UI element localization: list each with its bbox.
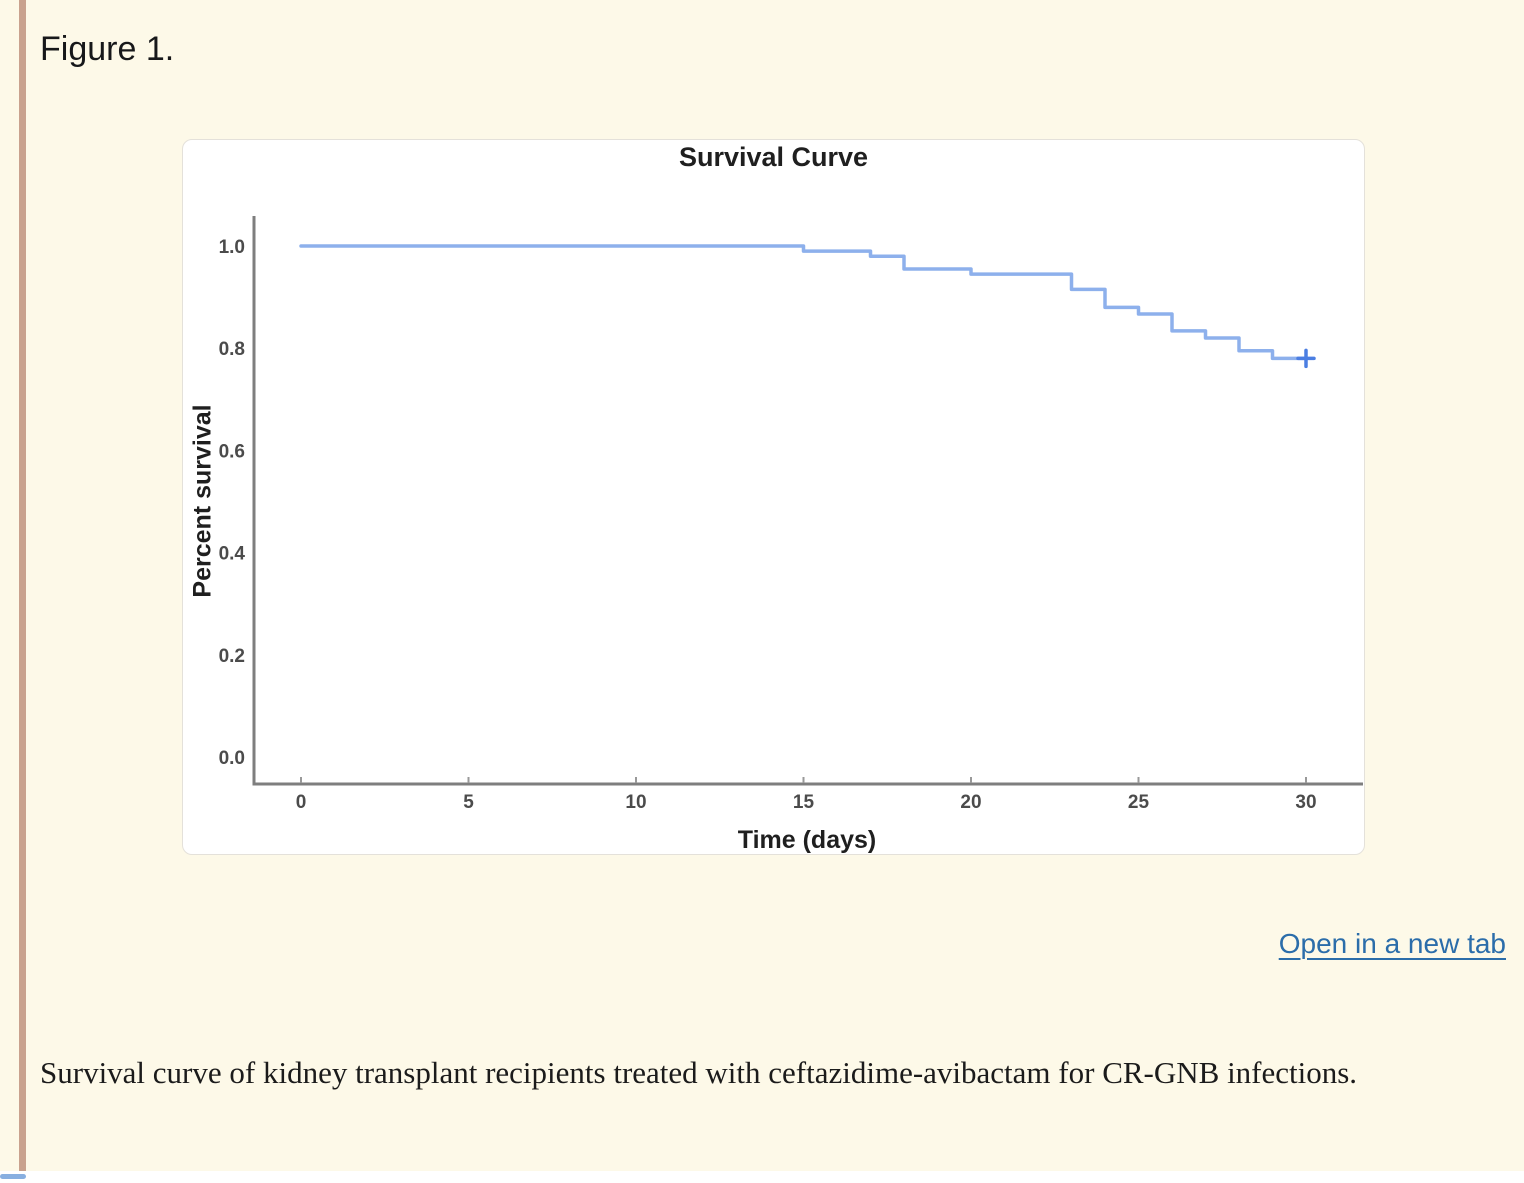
x-tick-label: 0 xyxy=(296,792,307,813)
survival-plot: 0 5 10 15 20 25 30 1.0 0.8 0.6 0.4 0.2 0.0 xyxy=(219,216,1363,813)
survival-step-line xyxy=(299,244,1308,361)
page-bottom-edge xyxy=(0,1171,1524,1183)
open-in-new-tab-link[interactable]: Open in a new tab xyxy=(1278,928,1506,959)
figure-caption: Survival curve of kidney transplant reci… xyxy=(40,1055,1358,1090)
censor-plus-marker xyxy=(1296,348,1316,369)
y-tick-label: 1.0 xyxy=(219,237,245,258)
figure-actions: Open in a new tab xyxy=(1279,928,1506,960)
x-tick-label: 30 xyxy=(1295,792,1316,813)
partial-next-element xyxy=(0,1174,26,1179)
survival-chart-image[interactable]: Survival Curve Percent survival Time (da… xyxy=(183,140,1364,854)
x-tick-label: 5 xyxy=(463,792,474,813)
y-tick-label: 0.0 xyxy=(219,748,245,769)
left-accent-bar xyxy=(19,0,26,1171)
figure-card: Survival Curve Percent survival Time (da… xyxy=(182,139,1365,855)
y-tick-label: 0.6 xyxy=(219,441,245,462)
x-tick-label: 20 xyxy=(960,792,981,813)
figure-label: Figure 1. xyxy=(40,30,175,68)
x-tick-label: 10 xyxy=(625,792,646,813)
y-tick-label: 0.4 xyxy=(219,544,246,565)
x-tick-label: 25 xyxy=(1128,792,1150,813)
y-tick-label: 0.2 xyxy=(219,646,245,667)
chart-title: Survival Curve xyxy=(678,142,869,172)
y-tick-label: 0.8 xyxy=(219,339,245,360)
x-axis-label: Time (days) xyxy=(737,826,877,854)
x-tick-label: 15 xyxy=(793,792,815,813)
